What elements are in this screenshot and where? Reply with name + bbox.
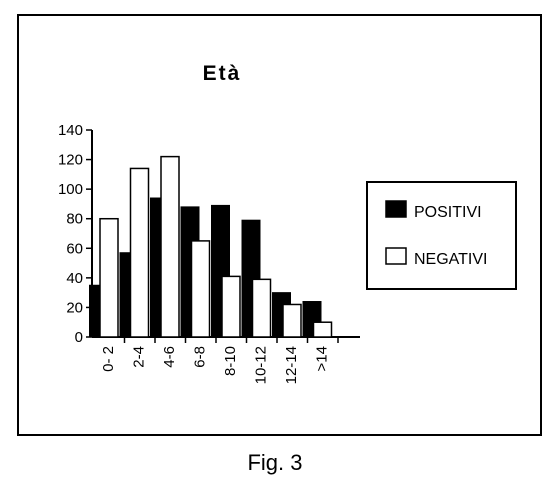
x-tick-label: 2-4 — [131, 346, 148, 368]
x-tick-label: 6-8 — [192, 346, 209, 368]
x-tick-label: 0- 2 — [100, 346, 117, 372]
bar-negativi — [221, 275, 241, 338]
legend-swatch-positivi — [385, 200, 407, 218]
x-tick-label: 10-12 — [253, 346, 270, 384]
x-tick-label: 4-6 — [161, 346, 178, 368]
figure-caption: Fig. 3 — [247, 450, 303, 475]
bar-negativi — [99, 217, 119, 338]
legend-label-negativi: NEGATIVI — [414, 251, 488, 268]
bar-negativi — [129, 167, 150, 338]
legend-box — [366, 181, 517, 290]
chart-bars — [89, 155, 333, 338]
chart-title: Età — [203, 62, 242, 85]
x-tick-labels: 0- 2 2-4 4-6 6-8 8-10 10-12 12-14 >14 — [100, 346, 331, 384]
bar-negativi — [160, 155, 180, 338]
legend: POSITIVI NEGATIVI — [366, 181, 517, 290]
bar-negativi — [282, 303, 302, 338]
legend-swatch-negativi — [385, 247, 407, 265]
y-tick-label: 60 — [66, 240, 83, 257]
x-tick-label: >14 — [314, 346, 331, 371]
legend-label-positivi: POSITIVI — [414, 204, 482, 221]
y-tick-label: 140 — [58, 122, 83, 139]
y-tick-label: 40 — [66, 270, 83, 287]
bar-negativi — [251, 278, 272, 338]
y-tick-label: 0 — [75, 329, 83, 346]
x-tick-label: 8-10 — [222, 346, 239, 376]
y-tick-label: 120 — [58, 152, 83, 169]
x-tick-label: 12-14 — [283, 346, 300, 384]
y-tick-label: 80 — [66, 211, 83, 228]
y-tick-label: 20 — [66, 299, 83, 316]
y-tick-label: 100 — [58, 181, 83, 198]
bar-negativi — [312, 321, 333, 338]
bar-negativi — [190, 240, 211, 338]
